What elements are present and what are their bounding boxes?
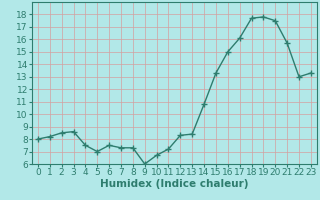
X-axis label: Humidex (Indice chaleur): Humidex (Indice chaleur): [100, 179, 249, 189]
